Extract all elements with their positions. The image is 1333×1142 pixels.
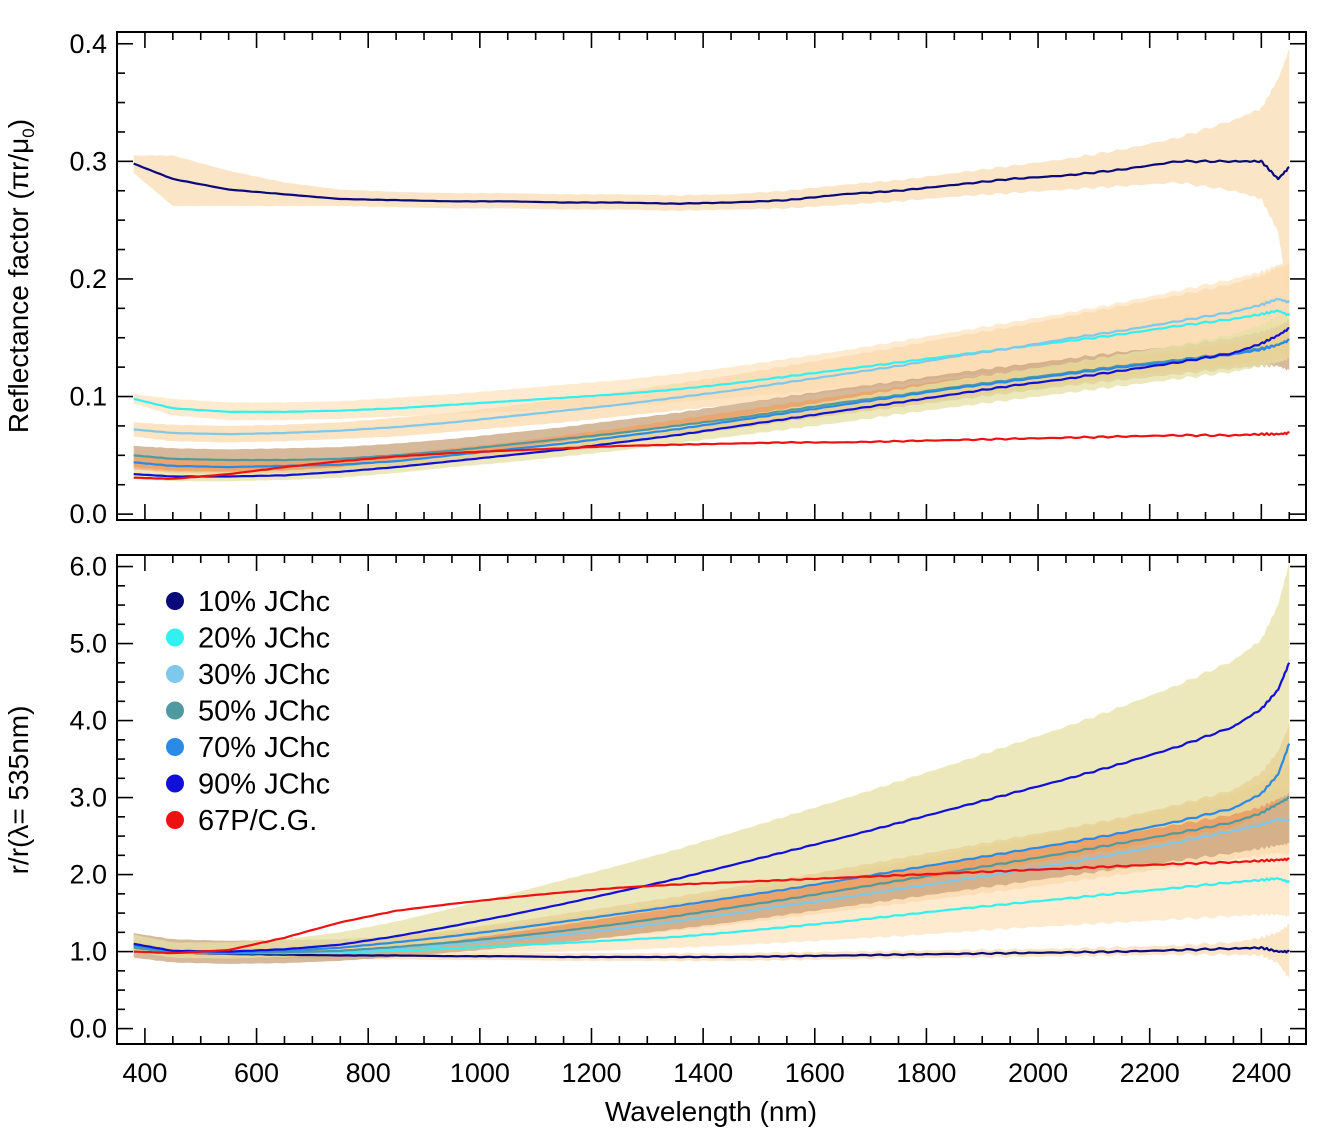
top-series-30-jchc xyxy=(133,297,1291,436)
x-axis-title: Wavelength (nm) xyxy=(605,1096,817,1127)
bottom-series-50-jchc xyxy=(133,796,1290,955)
bottom-y-tick-label: 2.0 xyxy=(69,860,107,890)
bottom-series-10-jchc xyxy=(133,946,1290,959)
top-y-tick-label: 0.4 xyxy=(69,29,107,59)
x-tick-label: 1600 xyxy=(785,1058,845,1088)
x-tick-label: 1200 xyxy=(561,1058,621,1088)
bottom-y-tick-label: 3.0 xyxy=(69,783,107,813)
top-panel: 0.0 0.1 0.2 0.3 0.4 Reflectance factor (πr/μ… xyxy=(3,29,1307,529)
top-line-group xyxy=(133,159,1291,480)
legend-label-90-jchc: 90% JChc xyxy=(198,769,330,801)
top-series-20-jchc xyxy=(133,309,1291,414)
bottom-series-67p-c-g xyxy=(133,857,1290,955)
bottom-axes: 0.0 1.0 2.0 3.0 4.0 5.0 6.0 400 600 800 1000 1200 14… xyxy=(69,552,1306,1088)
legend-label-50-jchc: 50% JChc xyxy=(198,696,330,728)
bottom-y-axis-title: r/r(λ= 535nm) xyxy=(3,706,34,875)
bottom-y-tick-label: 0.0 xyxy=(69,1014,107,1044)
top-y-axis-title: Reflectance factor (πr/μ0) xyxy=(3,119,38,433)
x-tick-label: 2400 xyxy=(1231,1058,1291,1088)
legend-marker-10-jchc xyxy=(166,592,184,610)
x-tick-label: 1000 xyxy=(450,1058,510,1088)
legend: 10% JChc 20% JChc 30% JChc 50% JChc 70% JChc… xyxy=(166,586,330,837)
top-series-67p-c-g xyxy=(133,431,1290,480)
top-band-50-jchc xyxy=(133,319,1290,472)
bottom-series-90-jchc xyxy=(133,662,1291,953)
legend-marker-67p-c-g xyxy=(166,811,184,829)
legend-label-70-jchc: 70% JChc xyxy=(198,732,330,764)
x-tick-label: 400 xyxy=(122,1058,167,1088)
x-tick-label: 1400 xyxy=(673,1058,733,1088)
legend-label-20-jchc: 20% JChc xyxy=(198,623,330,655)
x-tick-label: 1800 xyxy=(896,1058,956,1088)
legend-marker-50-jchc xyxy=(166,701,184,720)
top-y-tick-label: 0.2 xyxy=(69,264,107,294)
legend-marker-30-jchc xyxy=(166,665,184,683)
top-axes: 0.0 0.1 0.2 0.3 0.4 xyxy=(69,29,1306,529)
top-y-tick-label: 0.0 xyxy=(69,499,107,529)
bottom-line-group xyxy=(133,662,1291,959)
bottom-y-tick-label: 1.0 xyxy=(69,937,107,967)
x-tick-label: 800 xyxy=(346,1058,391,1088)
bottom-series-70-jchc xyxy=(133,743,1291,954)
top-band-10-jchc xyxy=(133,49,1290,303)
legend-label-30-jchc: 30% JChc xyxy=(198,659,330,691)
top-plot-frame xyxy=(116,31,1307,521)
top-series-50-jchc xyxy=(133,338,1290,462)
bottom-plot-frame xyxy=(116,554,1307,1045)
bottom-y-tick-label: 5.0 xyxy=(69,629,107,659)
legend-marker-70-jchc xyxy=(166,738,184,756)
top-series-90-jchc xyxy=(133,327,1290,478)
bottom-band-90-jchc xyxy=(133,562,1290,959)
top-band-30-jchc xyxy=(133,263,1290,443)
top-y-tick-label: 0.1 xyxy=(69,382,107,412)
bottom-band-10-jchc xyxy=(133,923,1290,979)
x-tick-label: 600 xyxy=(234,1058,279,1088)
top-y-axis-title-main: Reflectance factor (πr/μ xyxy=(3,138,34,433)
x-tick-label: 2000 xyxy=(1008,1058,1068,1088)
legend-marker-20-jchc xyxy=(166,628,184,647)
top-y-axis-title-subscript: 0 xyxy=(19,128,38,137)
bottom-band-20-jchc xyxy=(133,800,1290,958)
legend-marker-90-jchc xyxy=(166,774,184,793)
top-band-group xyxy=(133,49,1290,482)
legend-label-10-jchc: 10% JChc xyxy=(198,586,330,618)
bottom-panel: 0.0 1.0 2.0 3.0 4.0 5.0 6.0 400 600 800 1000 1200 14… xyxy=(3,552,1307,1127)
legend-label-67p-c-g: 67P/C.G. xyxy=(198,805,317,837)
x-tick-label: 2200 xyxy=(1120,1058,1180,1088)
bottom-y-tick-label: 4.0 xyxy=(69,706,107,736)
top-y-tick-label: 0.3 xyxy=(69,146,107,176)
top-series-10-jchc xyxy=(133,159,1290,205)
bottom-y-tick-label: 6.0 xyxy=(69,552,107,582)
top-y-axis-title-close: ) xyxy=(3,119,34,128)
